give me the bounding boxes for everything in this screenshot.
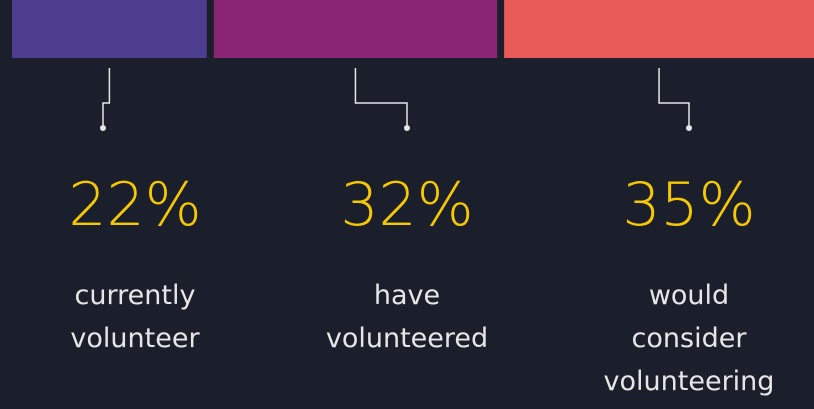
category-label: currently volunteer xyxy=(70,280,200,354)
connector-dot xyxy=(686,125,692,131)
value-label: 35% xyxy=(622,170,755,240)
connector xyxy=(354,68,408,127)
category-label: have volunteered xyxy=(325,280,489,354)
connector xyxy=(658,68,690,127)
value-label: 22% xyxy=(68,170,201,240)
connector-dot xyxy=(404,125,410,131)
connector xyxy=(102,68,111,127)
connector-dot xyxy=(100,125,106,131)
bar-segment xyxy=(12,0,207,58)
category-label: would consider volunteering xyxy=(603,280,775,397)
bar-segment xyxy=(504,0,814,58)
bar-segment xyxy=(213,0,498,58)
value-label: 32% xyxy=(340,170,473,240)
